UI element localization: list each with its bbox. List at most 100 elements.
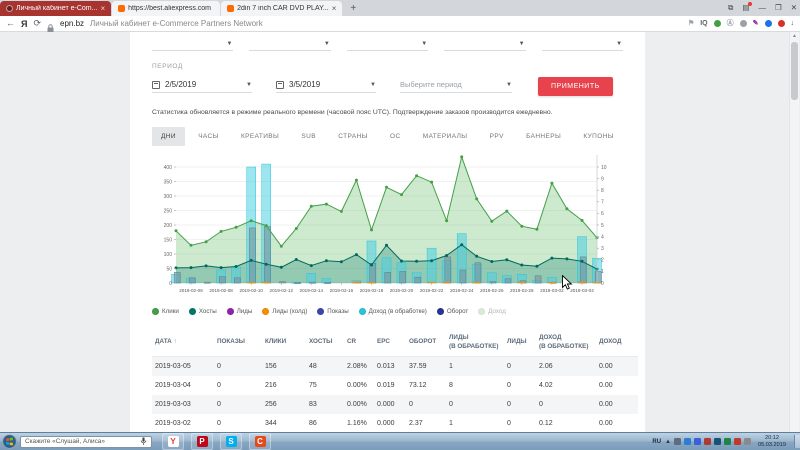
tabs-container: Личный кабинет e-Com...×https://best.ali…: [0, 0, 343, 16]
legend-item[interactable]: Клики: [152, 308, 179, 315]
stats-tab[interactable]: SUB: [292, 127, 325, 146]
table-header-cell[interactable]: ЛИДЫ: [504, 329, 536, 357]
pen-extension-icon[interactable]: ✎: [753, 20, 759, 27]
stats-tab[interactable]: ЧАСЫ: [189, 127, 228, 146]
tray-icon[interactable]: [744, 438, 751, 445]
table-header-cell[interactable]: ОБОРОТ: [406, 329, 446, 357]
back-button[interactable]: ←: [6, 19, 15, 28]
tray-icon[interactable]: [734, 438, 741, 445]
tray-icon[interactable]: [704, 438, 711, 445]
p-app-taskbar-icon[interactable]: P: [191, 433, 213, 450]
legend-dot-icon: [478, 308, 485, 315]
table-header-cell[interactable]: ЛИДЫ (В ОБРАБОТКЕ): [446, 329, 504, 357]
url-domain[interactable]: epn.bz: [60, 19, 84, 28]
legend-item[interactable]: Хосты: [189, 308, 217, 315]
tray-icon[interactable]: [674, 438, 681, 445]
table-header-cell[interactable]: ДОХОД: [596, 329, 638, 357]
tray-icon[interactable]: [694, 438, 701, 445]
green-extension-icon[interactable]: [714, 20, 721, 27]
filter-select[interactable]: ▼: [152, 39, 233, 51]
start-button[interactable]: [2, 434, 17, 449]
tray-icon[interactable]: [684, 438, 691, 445]
hidden-icons-chevron[interactable]: ▲: [665, 439, 671, 445]
date-from-field[interactable]: 2/5/2019 ▼: [152, 80, 252, 93]
stats-tab[interactable]: КРЕАТИВЫ: [232, 127, 288, 146]
filter-select[interactable]: ▼: [542, 39, 623, 51]
browser-tab[interactable]: https://best.aliexpress.com: [112, 1, 220, 16]
svg-text:10: 10: [601, 165, 607, 171]
legend-item[interactable]: Доход (в обработке): [359, 308, 427, 315]
stats-tab[interactable]: ДНИ: [152, 127, 185, 146]
table-cell: 0.000: [374, 395, 406, 414]
legend-item[interactable]: Показы: [317, 308, 348, 315]
table-header-cell[interactable]: ДОХОД (В ОБРАБОТКЕ): [536, 329, 596, 357]
filter-select[interactable]: ▼: [249, 39, 330, 51]
extensions-row: ⚑ IQ Ⓐ ✎ ↓: [688, 20, 794, 27]
stats-tab[interactable]: ОС: [381, 127, 410, 146]
taskbar-search-input[interactable]: Скажите «Слушай, Алиса»: [20, 436, 152, 448]
stats-tab[interactable]: PPV: [481, 127, 513, 146]
stats-tab[interactable]: МАТЕРИАЛЫ: [414, 127, 477, 146]
table-header-cell[interactable]: КЛИКИ: [262, 329, 306, 357]
c-app-taskbar-icon[interactable]: C: [249, 433, 271, 450]
tray-icon[interactable]: [724, 438, 731, 445]
skype-taskbar-icon[interactable]: S: [220, 433, 242, 450]
date-to-field[interactable]: 3/5/2019 ▼: [276, 80, 376, 93]
stats-tab[interactable]: БАННЕРЫ: [517, 127, 570, 146]
yandex-browser-taskbar-icon[interactable]: Y: [162, 433, 184, 450]
legend-item[interactable]: Оборот: [437, 308, 468, 315]
lock-icon[interactable]: [47, 20, 54, 28]
show-desktop-button[interactable]: [794, 435, 800, 449]
svg-text:2019-03-02: 2019-03-02: [540, 288, 564, 293]
stats-tab[interactable]: КУПОНЫ: [574, 127, 623, 146]
microphone-icon[interactable]: [140, 437, 147, 446]
iq-extension-icon[interactable]: IQ: [700, 20, 707, 27]
yandex-button[interactable]: Я: [21, 19, 27, 29]
filter-select[interactable]: ▼: [347, 39, 428, 51]
browser-tab[interactable]: Личный кабинет e-Com...×: [0, 1, 111, 16]
period-preset-select[interactable]: Выберите период ▼: [400, 80, 512, 93]
calendar-icon: [152, 81, 160, 89]
table-header-cell[interactable]: CR: [344, 329, 374, 357]
red-extension-icon[interactable]: [778, 20, 785, 27]
stats-tab[interactable]: СТРАНЫ: [329, 127, 377, 146]
restore-button[interactable]: ❐: [775, 4, 782, 12]
tab-close-icon[interactable]: ×: [100, 4, 105, 13]
tray-icons: [674, 438, 751, 445]
table-header-cell[interactable]: EPC: [374, 329, 406, 357]
tab-panel-button[interactable]: ⧉: [728, 4, 733, 12]
table-cell: 2.06: [536, 357, 596, 377]
language-indicator[interactable]: RU: [652, 439, 661, 445]
table-header-cell[interactable]: ДАТА↑: [152, 329, 214, 357]
a-extension-icon[interactable]: Ⓐ: [727, 20, 734, 27]
close-button[interactable]: ✕: [791, 4, 797, 12]
table-cell: 48: [306, 357, 344, 377]
minimize-button[interactable]: —: [758, 4, 766, 12]
legend-label: Лиды (холд): [272, 308, 307, 315]
stats-chart[interactable]: 0501001502002503003504000123456789102019…: [152, 149, 623, 304]
download-icon[interactable]: ↓: [791, 20, 795, 27]
legend-item[interactable]: Доход: [478, 308, 506, 315]
bookmark-flag-icon[interactable]: ⚑: [688, 20, 694, 27]
scrollbar-thumb[interactable]: [791, 42, 798, 100]
table-header-cell[interactable]: ХОСТЫ: [306, 329, 344, 357]
page-scrollbar[interactable]: ▲: [789, 32, 799, 432]
table-cell: 0: [214, 395, 262, 414]
apply-button[interactable]: ПРИМЕНИТЬ: [538, 77, 613, 96]
tab-close-icon[interactable]: ×: [332, 4, 337, 13]
legend-item[interactable]: Лиды (холд): [262, 308, 307, 315]
tray-clock[interactable]: 20:12 05.03.2019: [758, 435, 786, 449]
table-header-cell[interactable]: ПОКАЗЫ: [214, 329, 262, 357]
notifications-button[interactable]: ▤: [742, 4, 749, 12]
new-tab-button[interactable]: +: [343, 1, 363, 16]
table-cell: 2.37: [406, 414, 446, 432]
blue-extension-icon[interactable]: [765, 20, 772, 27]
legend-item[interactable]: Лиды: [227, 308, 253, 315]
scrollbar-up-arrow[interactable]: ▲: [790, 32, 799, 41]
filter-select[interactable]: ▼: [444, 39, 525, 51]
chart-canvas[interactable]: 0501001502002503003504000123456789102019…: [152, 149, 623, 299]
tray-icon[interactable]: [714, 438, 721, 445]
refresh-button[interactable]: ⟳: [33, 19, 41, 28]
browser-tab[interactable]: 2din 7 inch CAR DVD PLAY...×: [221, 1, 342, 16]
globe-extension-icon[interactable]: [740, 20, 747, 27]
